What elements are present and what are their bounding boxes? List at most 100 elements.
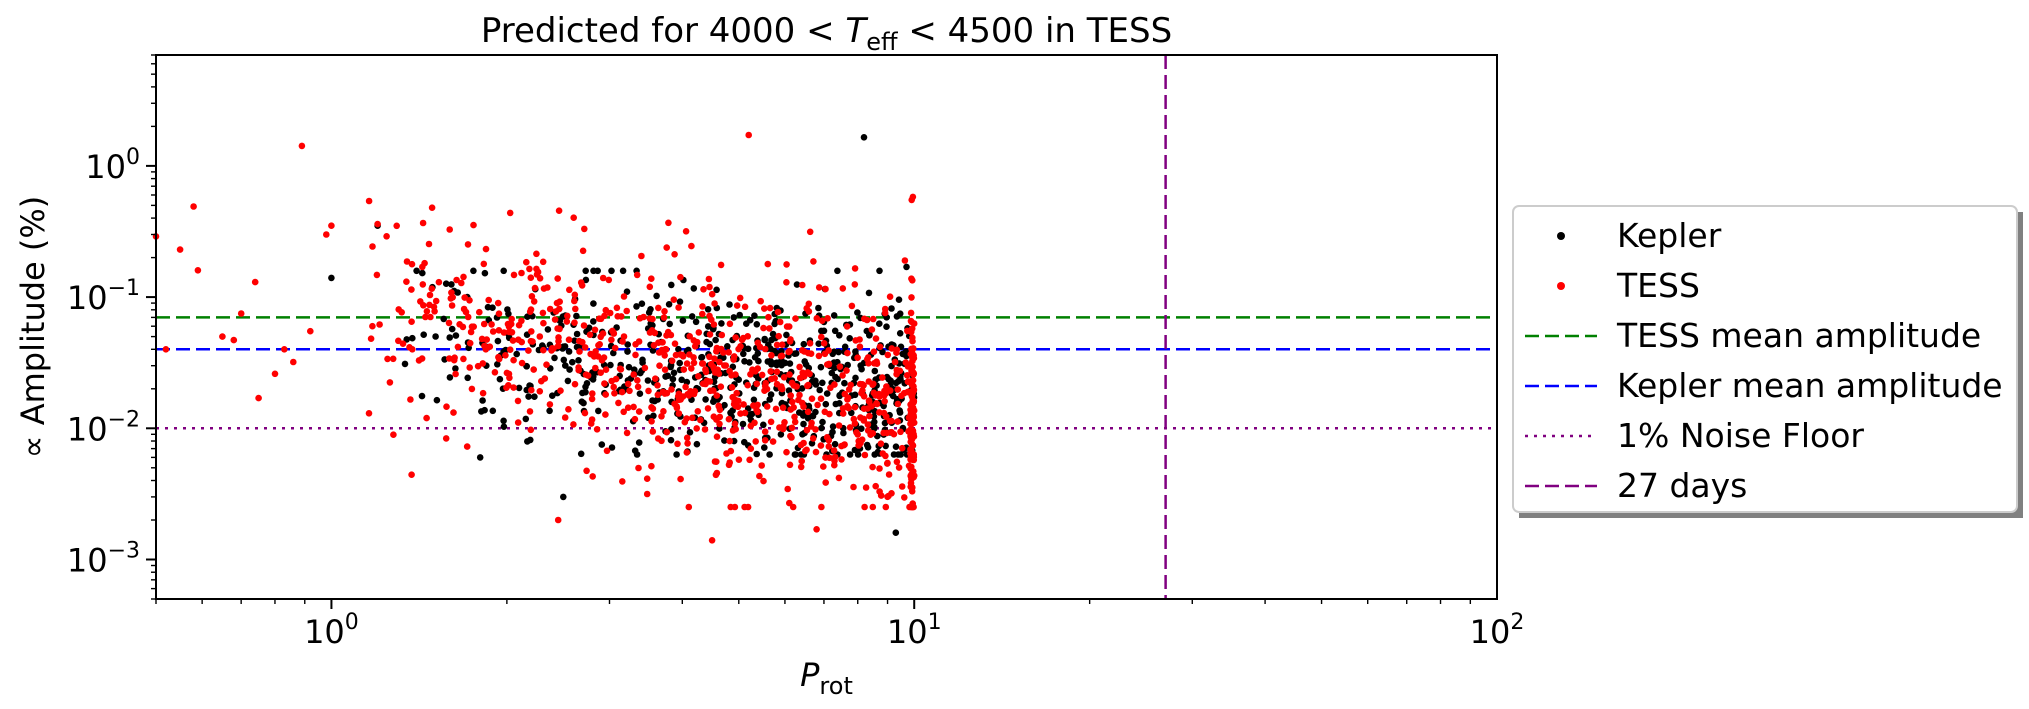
data-point xyxy=(620,408,627,416)
data-points xyxy=(152,131,918,544)
data-point xyxy=(503,369,511,377)
data-point xyxy=(810,258,817,265)
data-point xyxy=(841,379,848,387)
data-point xyxy=(620,293,628,300)
data-point xyxy=(610,330,618,337)
data-point xyxy=(690,285,698,292)
data-point xyxy=(190,203,197,210)
data-point xyxy=(645,387,652,395)
data-point xyxy=(831,381,838,388)
data-point xyxy=(219,333,226,340)
data-point xyxy=(776,318,784,326)
data-point xyxy=(761,335,768,343)
data-point xyxy=(897,451,904,458)
data-point xyxy=(700,286,707,293)
data-point xyxy=(426,291,434,299)
data-point xyxy=(466,297,473,304)
legend-entries: Kepler TESS TESS mean amplitude Kepler mean… xyxy=(1525,216,2003,505)
data-point xyxy=(804,382,811,390)
data-point xyxy=(808,395,816,403)
data-point xyxy=(888,345,896,352)
data-point xyxy=(769,438,777,445)
legend-label: TESS xyxy=(1616,266,1700,305)
data-point xyxy=(528,293,536,300)
data-point xyxy=(515,384,523,392)
data-point xyxy=(886,293,894,301)
data-point xyxy=(407,396,414,403)
data-point xyxy=(674,393,682,400)
x-axis-label: Prot xyxy=(800,656,853,700)
data-point xyxy=(886,387,894,394)
data-point xyxy=(683,449,691,456)
data-point xyxy=(733,389,740,397)
data-point xyxy=(817,363,825,371)
data-point xyxy=(448,302,456,309)
data-point xyxy=(844,361,851,369)
data-point xyxy=(785,348,793,355)
data-point xyxy=(587,420,595,427)
data-point xyxy=(693,425,700,432)
data-point xyxy=(844,349,851,357)
data-point xyxy=(635,464,642,472)
data-point xyxy=(460,273,467,281)
legend-label: Kepler mean amplitude xyxy=(1617,366,2003,405)
data-point xyxy=(825,347,832,354)
data-point xyxy=(531,284,539,292)
data-point xyxy=(757,297,764,305)
data-point xyxy=(908,470,915,478)
data-point xyxy=(877,440,885,448)
data-point xyxy=(597,369,604,377)
data-point xyxy=(879,348,886,356)
data-point xyxy=(876,320,883,328)
data-point xyxy=(704,405,712,412)
data-point xyxy=(721,437,728,444)
data-point xyxy=(634,383,642,391)
data-point xyxy=(821,408,829,416)
data-point xyxy=(907,309,915,317)
data-point xyxy=(815,304,822,312)
data-point xyxy=(716,358,723,366)
data-point xyxy=(718,320,725,327)
data-point xyxy=(889,392,897,400)
data-point xyxy=(745,131,752,139)
data-point xyxy=(591,326,599,334)
data-point xyxy=(551,316,559,323)
data-point xyxy=(895,464,903,471)
data-point xyxy=(756,472,763,480)
data-point xyxy=(420,331,428,339)
data-point xyxy=(859,381,866,388)
data-point xyxy=(610,383,617,391)
data-point xyxy=(398,309,406,316)
data-point xyxy=(650,412,657,420)
data-point xyxy=(648,275,655,283)
data-point xyxy=(869,381,876,389)
data-point xyxy=(585,324,593,332)
data-point xyxy=(909,277,916,284)
data-point xyxy=(706,283,713,291)
data-point xyxy=(788,379,796,387)
data-point xyxy=(730,314,738,321)
data-point xyxy=(678,376,685,384)
data-point xyxy=(510,384,517,391)
data-point xyxy=(580,322,588,329)
data-point xyxy=(448,281,455,288)
data-point xyxy=(795,396,802,404)
data-point xyxy=(895,296,903,304)
data-point xyxy=(707,387,714,395)
data-point xyxy=(608,267,615,275)
data-point xyxy=(815,340,822,348)
data-point xyxy=(869,503,877,511)
data-point xyxy=(624,380,632,388)
data-point xyxy=(602,366,610,374)
data-point xyxy=(533,265,540,273)
data-point xyxy=(632,351,639,359)
data-point xyxy=(847,381,854,389)
data-point xyxy=(524,313,531,321)
data-point xyxy=(470,267,477,275)
data-point xyxy=(479,397,486,404)
data-point xyxy=(478,408,485,415)
data-point xyxy=(652,375,659,383)
data-point xyxy=(668,357,676,365)
data-point xyxy=(376,321,383,328)
data-point xyxy=(554,342,562,350)
